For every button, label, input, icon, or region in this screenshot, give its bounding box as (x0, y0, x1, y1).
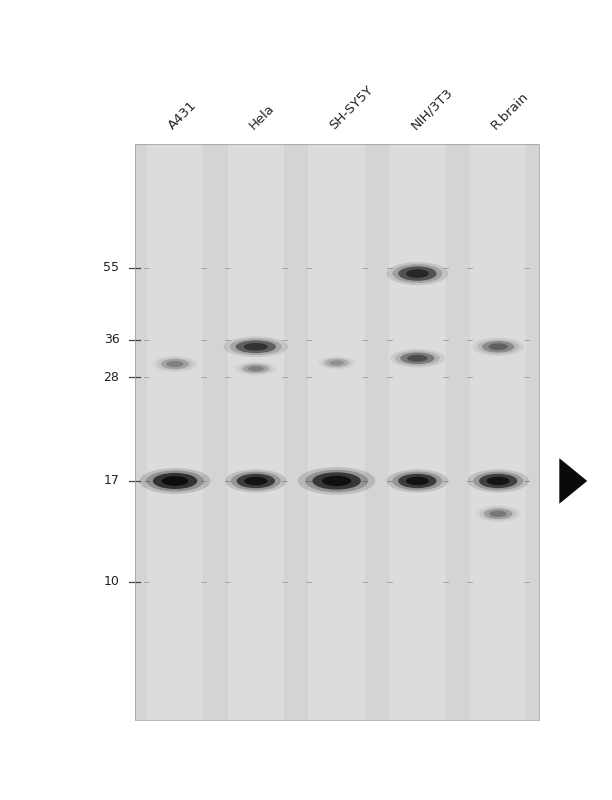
Ellipse shape (398, 266, 436, 281)
Ellipse shape (298, 467, 375, 494)
Ellipse shape (322, 476, 351, 486)
Text: SH-SY5Y: SH-SY5Y (327, 83, 376, 132)
Text: 10: 10 (103, 575, 119, 588)
Ellipse shape (482, 341, 514, 353)
Ellipse shape (392, 472, 442, 490)
Ellipse shape (490, 510, 507, 517)
Ellipse shape (398, 474, 436, 488)
Bar (228, 144, 284, 720)
Text: NIH/3T3: NIH/3T3 (408, 86, 455, 132)
Text: 28: 28 (103, 370, 119, 384)
Ellipse shape (387, 262, 448, 285)
Ellipse shape (487, 477, 510, 486)
Ellipse shape (305, 470, 368, 492)
Ellipse shape (400, 353, 435, 364)
Bar (308, 144, 365, 720)
Ellipse shape (166, 361, 184, 367)
Ellipse shape (472, 338, 524, 356)
Ellipse shape (243, 364, 269, 373)
Ellipse shape (406, 270, 429, 278)
Ellipse shape (162, 476, 188, 486)
Ellipse shape (230, 338, 282, 355)
Text: 17: 17 (103, 474, 119, 487)
Bar (135, 144, 539, 720)
Text: 36: 36 (103, 334, 119, 346)
Ellipse shape (223, 337, 288, 357)
Ellipse shape (146, 470, 204, 491)
Ellipse shape (468, 470, 529, 493)
Ellipse shape (407, 355, 428, 362)
Ellipse shape (244, 477, 267, 486)
Ellipse shape (390, 349, 445, 367)
Ellipse shape (237, 474, 275, 488)
Ellipse shape (480, 507, 517, 521)
Ellipse shape (479, 474, 517, 488)
Text: 55: 55 (103, 262, 119, 274)
Ellipse shape (406, 477, 429, 486)
Text: Hela: Hela (247, 102, 277, 132)
Ellipse shape (153, 473, 197, 489)
Ellipse shape (140, 468, 211, 494)
Ellipse shape (387, 470, 448, 493)
Bar (135, 144, 539, 720)
Ellipse shape (236, 341, 276, 353)
Ellipse shape (329, 360, 344, 366)
Ellipse shape (231, 472, 281, 490)
Ellipse shape (225, 470, 286, 493)
Ellipse shape (395, 350, 439, 366)
Text: R.brain: R.brain (489, 90, 531, 132)
Ellipse shape (312, 472, 361, 490)
Text: A431: A431 (166, 98, 200, 132)
Bar (470, 144, 526, 720)
Ellipse shape (321, 358, 353, 369)
Ellipse shape (239, 363, 273, 374)
Ellipse shape (392, 264, 442, 283)
Bar (147, 144, 203, 720)
Ellipse shape (157, 358, 193, 370)
Bar (389, 144, 446, 720)
Ellipse shape (161, 359, 189, 370)
Ellipse shape (324, 358, 349, 367)
Ellipse shape (244, 343, 268, 350)
Ellipse shape (484, 509, 512, 519)
Ellipse shape (477, 339, 519, 354)
Polygon shape (559, 458, 587, 504)
Ellipse shape (248, 366, 264, 371)
Ellipse shape (473, 472, 523, 490)
Ellipse shape (488, 343, 508, 350)
